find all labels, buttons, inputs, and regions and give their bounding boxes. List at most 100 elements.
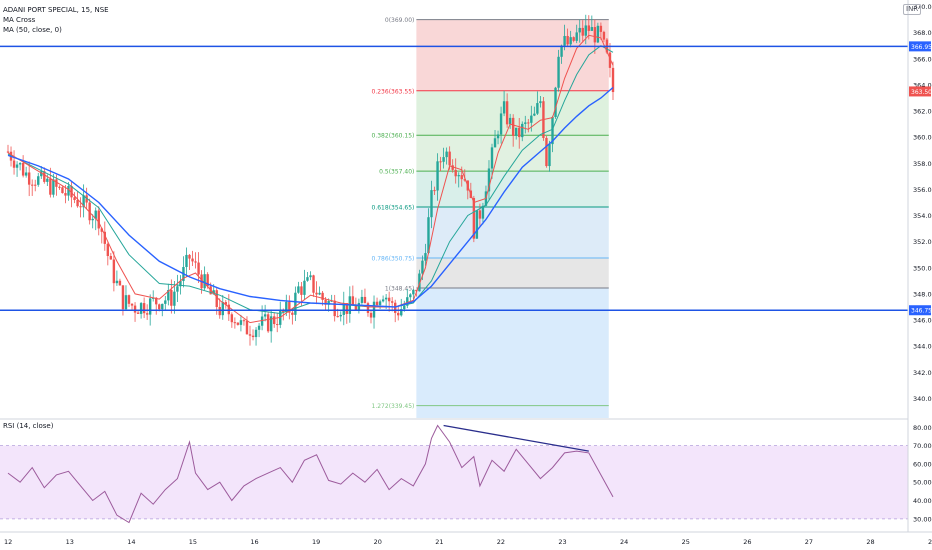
candle-body[interactable] — [236, 322, 240, 325]
candle-body[interactable] — [266, 314, 270, 332]
candle-body[interactable] — [554, 87, 557, 117]
candle-body[interactable] — [139, 303, 143, 314]
candle-body[interactable] — [518, 127, 521, 138]
candle-body[interactable] — [539, 101, 542, 104]
candle-body[interactable] — [67, 185, 70, 196]
candle-body[interactable] — [173, 291, 176, 306]
ma-fast-line[interactable] — [7, 34, 614, 324]
candle-body[interactable] — [587, 25, 590, 31]
candle-body[interactable] — [593, 27, 597, 43]
candle-body[interactable] — [245, 320, 249, 335]
candle-body[interactable] — [412, 289, 415, 295]
candle-body[interactable] — [109, 256, 113, 260]
candle-body[interactable] — [73, 197, 76, 201]
candle-body[interactable] — [248, 334, 252, 336]
candle-body[interactable] — [155, 297, 158, 305]
candle-body[interactable] — [167, 289, 170, 301]
ma50-line[interactable] — [7, 86, 614, 308]
candle-body[interactable] — [46, 178, 49, 182]
candle-body[interactable] — [608, 52, 612, 68]
candle-body[interactable] — [118, 280, 122, 286]
candle-body[interactable] — [288, 301, 291, 313]
candle-body[interactable] — [79, 206, 82, 208]
candle-body[interactable] — [611, 67, 615, 93]
candle-body[interactable] — [378, 301, 382, 306]
candle-body[interactable] — [170, 289, 173, 306]
candle-body[interactable] — [260, 316, 264, 326]
candle-body[interactable] — [221, 302, 224, 316]
candle-body[interactable] — [94, 210, 97, 219]
candle-body[interactable] — [575, 32, 578, 41]
candle-body[interactable] — [333, 300, 336, 317]
candle-body[interactable] — [315, 292, 318, 295]
candle-body[interactable] — [327, 300, 330, 305]
candle-body[interactable] — [602, 31, 606, 40]
candle-body[interactable] — [599, 25, 603, 32]
candle-body[interactable] — [433, 190, 436, 192]
candle-body[interactable] — [400, 309, 403, 316]
candle-body[interactable] — [31, 184, 34, 186]
candle-body[interactable] — [530, 115, 533, 123]
candle-body[interactable] — [61, 187, 64, 194]
candle-body[interactable] — [572, 37, 575, 41]
candle-body[interactable] — [269, 316, 273, 332]
candle-body[interactable] — [203, 274, 206, 289]
candle-body[interactable] — [387, 297, 391, 302]
candle-body[interactable] — [124, 295, 128, 310]
rsi-legend[interactable]: RSI (14, close) — [3, 422, 54, 430]
candle-body[interactable] — [18, 163, 22, 165]
candle-body[interactable] — [345, 303, 348, 314]
candle-body[interactable] — [148, 298, 152, 315]
candle-body[interactable] — [375, 301, 379, 306]
candle-body[interactable] — [27, 172, 31, 185]
candle-body[interactable] — [297, 286, 300, 293]
candle-body[interactable] — [505, 101, 509, 125]
candle-body[interactable] — [197, 262, 200, 275]
candle-body[interactable] — [312, 275, 315, 293]
candle-body[interactable] — [158, 304, 161, 310]
candle-body[interactable] — [390, 301, 394, 303]
candle-body[interactable] — [103, 231, 106, 244]
candle-body[interactable] — [448, 151, 451, 166]
rsi-pane[interactable] — [0, 424, 908, 524]
candle-body[interactable] — [34, 184, 37, 186]
candle-body[interactable] — [409, 294, 412, 298]
candle-body[interactable] — [233, 322, 237, 324]
candle-body[interactable] — [88, 202, 91, 221]
candle-body[interactable] — [533, 113, 536, 116]
candle-body[interactable] — [230, 314, 234, 323]
candle-body[interactable] — [152, 297, 155, 299]
candle-body[interactable] — [475, 210, 479, 239]
candle-body[interactable] — [578, 27, 581, 33]
candle-body[interactable] — [321, 292, 324, 300]
candle-body[interactable] — [52, 179, 55, 195]
candle-body[interactable] — [502, 101, 506, 114]
candle-body[interactable] — [82, 195, 85, 208]
ma-legend[interactable]: MA (50, close, 0) — [3, 26, 62, 34]
candle-body[interactable] — [472, 198, 476, 239]
candle-body[interactable] — [206, 274, 209, 287]
candle-body[interactable] — [566, 35, 569, 45]
candle-body[interactable] — [454, 169, 457, 177]
candle-body[interactable] — [49, 178, 52, 195]
candle-body[interactable] — [215, 290, 218, 308]
candle-body[interactable] — [415, 289, 418, 292]
candle-body[interactable] — [496, 134, 500, 139]
candle-body[interactable] — [127, 295, 131, 304]
candle-body[interactable] — [21, 163, 25, 176]
candle-body[interactable] — [524, 122, 527, 124]
candle-body[interactable] — [257, 325, 261, 330]
candle-body[interactable] — [185, 254, 188, 268]
candle-body[interactable] — [508, 117, 512, 125]
candle-body[interactable] — [478, 210, 482, 219]
candle-body[interactable] — [487, 168, 491, 192]
candle-body[interactable] — [64, 193, 67, 196]
candle-body[interactable] — [58, 186, 61, 188]
candle-body[interactable] — [12, 160, 16, 168]
candle-body[interactable] — [569, 37, 572, 45]
candle-body[interactable] — [291, 312, 294, 315]
ma-cross-legend[interactable]: MA Cross — [3, 16, 36, 24]
candle-body[interactable] — [145, 313, 149, 315]
candle-body[interactable] — [499, 113, 503, 135]
candle-body[interactable] — [276, 324, 279, 326]
